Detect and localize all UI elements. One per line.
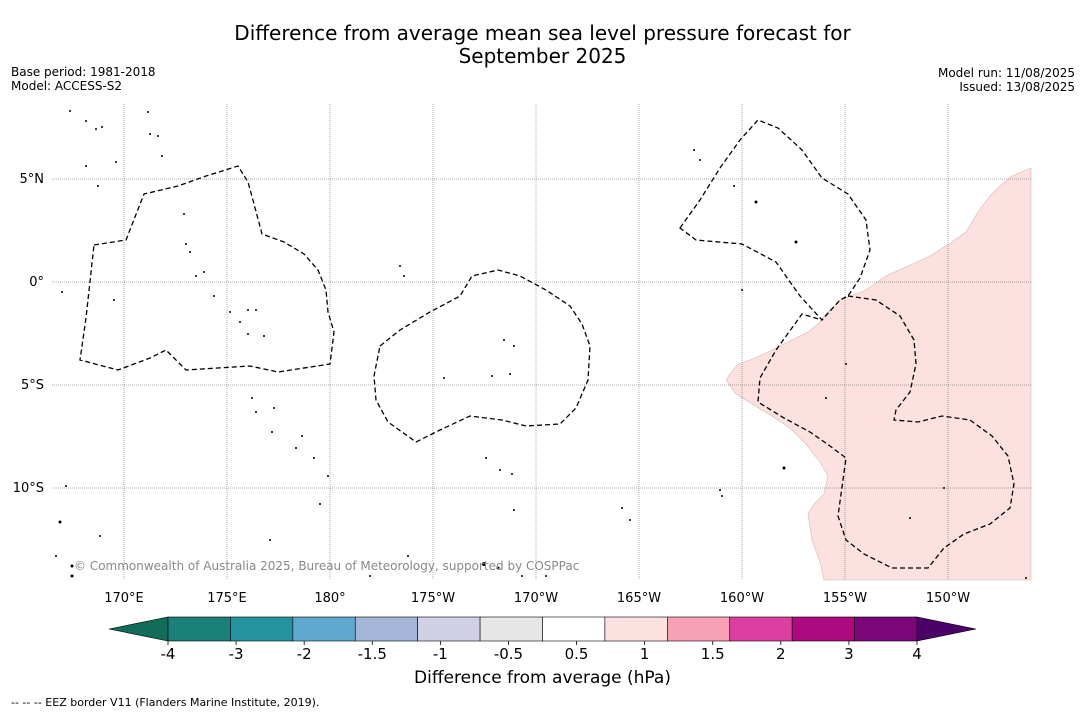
colorbar-segment bbox=[354, 616, 418, 642]
title-line-2: September 2025 bbox=[458, 44, 627, 68]
colorbar-segment bbox=[854, 616, 918, 642]
anomaly-region-0p5-to-1 bbox=[725, 167, 1032, 581]
left-metadata: Base period: 1981-2018 Model: ACCESS-S2 bbox=[11, 65, 156, 93]
eez-legend-footer: -- -- -- EEZ border V11 (Flanders Marine… bbox=[11, 696, 320, 709]
colorbar-tick-label: 2 bbox=[776, 645, 786, 663]
colorbar-segment bbox=[729, 616, 793, 642]
base-period: Base period: 1981-2018 bbox=[11, 65, 156, 79]
map-title: Difference from average mean sea level p… bbox=[0, 22, 1085, 68]
eez-borders bbox=[79, 119, 1015, 569]
issued-date: Issued: 13/08/2025 bbox=[959, 80, 1075, 94]
lat-label-0: 0° bbox=[29, 275, 44, 290]
colorbar-tick-label: 0.5 bbox=[565, 645, 589, 663]
model-run: Model run: 11/08/2025 bbox=[937, 66, 1075, 80]
lon-label-155w: 155°W bbox=[823, 591, 867, 606]
colorbar-segment bbox=[167, 616, 231, 642]
colorbar-segment bbox=[230, 616, 294, 642]
colorbar-segment bbox=[604, 616, 668, 642]
colorbar: -4 -3 -2 -1.5 -1 -0.5 0.5 1 1.5 2 3 4 bbox=[108, 616, 977, 663]
longitude-gridlines bbox=[123, 104, 949, 580]
islands bbox=[55, 110, 1027, 579]
colorbar-tick-label: 3 bbox=[844, 645, 854, 663]
colorbar-segment bbox=[292, 616, 356, 642]
colorbar-tick-label: 1 bbox=[640, 645, 650, 663]
colorbar-tick-label: 4 bbox=[912, 645, 922, 663]
lon-label-165w: 165°W bbox=[617, 591, 661, 606]
lon-label-175w: 175°W bbox=[411, 591, 455, 606]
colorbar-tick-label: -2 bbox=[297, 645, 312, 663]
colorbar-segment bbox=[791, 616, 855, 642]
colorbar-tick-label: 1.5 bbox=[701, 645, 725, 663]
title-line-1: Difference from average mean sea level p… bbox=[234, 21, 851, 45]
colorbar-ticks: -4 -3 -2 -1.5 -1 -0.5 0.5 1 1.5 2 3 4 bbox=[161, 641, 922, 663]
latitude-labels: 5°N 0° 5°S 10°S bbox=[13, 172, 44, 496]
eez-border-tokelau-samoa bbox=[373, 269, 591, 443]
colorbar-label: Difference from average (hPa) bbox=[414, 668, 671, 688]
lat-label-5s: 5°S bbox=[21, 378, 44, 393]
model-name: Model: ACCESS-S2 bbox=[11, 79, 123, 93]
lon-label-170e: 170°E bbox=[104, 591, 144, 606]
colorbar-tick-label: -4 bbox=[161, 645, 176, 663]
eez-border-tuvalu-kiribati bbox=[79, 165, 335, 373]
eez-border-cook-french-polynesia bbox=[757, 295, 1015, 569]
right-metadata: Model run: 11/08/2025 Issued: 13/08/2025 bbox=[938, 66, 1075, 94]
colorbar-tick-label: -3 bbox=[229, 645, 244, 663]
longitude-labels: 170°E 175°E 180° 175°W 170°W 165°W 160°W… bbox=[104, 591, 970, 606]
lon-label-180: 180° bbox=[314, 591, 345, 606]
lon-label-170w: 170°W bbox=[514, 591, 558, 606]
colorbar-under-arrow bbox=[108, 616, 169, 642]
copyright-notice: © Commonwealth of Australia 2025, Bureau… bbox=[74, 559, 579, 573]
lon-label-150w: 150°W bbox=[926, 591, 970, 606]
colorbar-tick-label: -1.5 bbox=[358, 645, 387, 663]
colorbar-segment bbox=[667, 616, 731, 642]
colorbar-segment bbox=[542, 616, 606, 642]
lat-label-5n: 5°N bbox=[20, 172, 45, 187]
colorbar-segment bbox=[417, 616, 481, 642]
colorbar-tick-label: -1 bbox=[433, 645, 448, 663]
colorbar-tick-label: -0.5 bbox=[494, 645, 523, 663]
colorbar-over-arrow bbox=[916, 616, 977, 642]
colorbar-segments bbox=[167, 616, 918, 642]
lon-label-160w: 160°W bbox=[720, 591, 764, 606]
lat-label-10s: 10°S bbox=[13, 481, 44, 496]
lon-label-175e: 175°E bbox=[207, 591, 247, 606]
colorbar-segment bbox=[479, 616, 543, 642]
eez-border-line-islands bbox=[679, 119, 871, 321]
